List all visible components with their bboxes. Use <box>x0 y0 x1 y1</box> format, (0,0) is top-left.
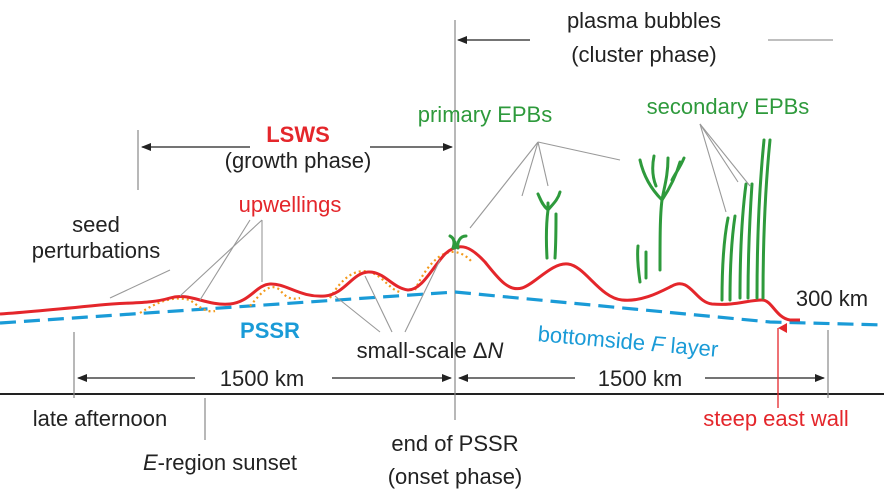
bottomside-f-layer-label: bottomside F layer <box>537 321 719 362</box>
steep-east-wall-label: steep east wall <box>703 406 849 431</box>
distance-left-label: 1500 km <box>220 366 304 391</box>
small-scale-dn-label: small-scale ΔN <box>357 338 504 363</box>
growth-phase-label: (growth phase) <box>225 148 372 173</box>
upwellings-label: upwellings <box>239 192 342 217</box>
primary-epb-plume <box>536 190 562 260</box>
plasma-bubbles-label: plasma bubbles <box>567 8 721 33</box>
lsws-wave-line <box>0 245 800 322</box>
altitude-label: 300 km <box>796 286 868 311</box>
onset-phase-label: (onset phase) <box>388 464 523 489</box>
e-region-sunset-label: E-region sunset <box>143 450 297 475</box>
primary-epbs-label: primary EPBs <box>418 102 552 127</box>
leader-lines <box>109 123 751 333</box>
lsws-label: LSWS <box>266 122 330 147</box>
bottomside-f-layer-line <box>0 290 884 327</box>
cluster-phase-label: (cluster phase) <box>571 42 717 67</box>
pssr-label: PSSR <box>240 318 300 343</box>
seed-label: seed <box>72 212 120 237</box>
end-of-pssr-label: end of PSSR <box>391 431 518 456</box>
secondary-epbs-label: secondary EPBs <box>647 94 810 119</box>
primary-epb-small-plume <box>448 234 468 250</box>
secondary-epb-thin-plumes <box>720 138 772 302</box>
distance-right-label: 1500 km <box>598 366 682 391</box>
late-afternoon-label: late afternoon <box>33 406 168 431</box>
perturbations-label: perturbations <box>32 238 160 263</box>
secondary-epb-large-plume <box>636 154 686 284</box>
